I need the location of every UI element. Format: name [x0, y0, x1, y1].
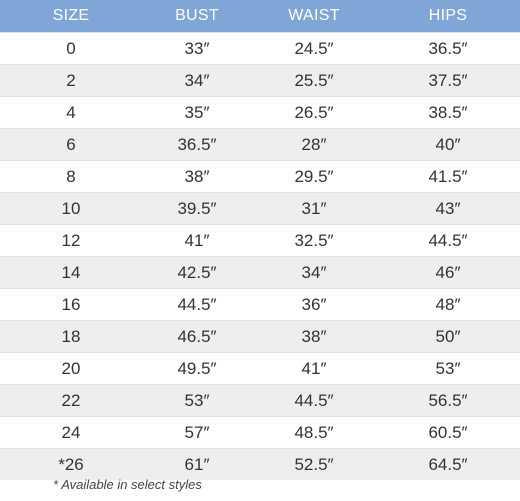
waist-cell: 24.5″ — [252, 32, 376, 65]
waist-cell: 34″ — [252, 256, 376, 289]
size-cell: 24 — [0, 416, 142, 449]
size-cell: 16 — [0, 288, 142, 321]
bust-cell: 36.5″ — [142, 128, 252, 161]
bust-cell: 35″ — [142, 96, 252, 129]
table-row: 2 34″ 25.5″ 37.5″ — [0, 64, 520, 97]
waist-cell: 25.5″ — [252, 64, 376, 97]
bust-cell: 41″ — [142, 224, 252, 257]
bust-cell: 44.5″ — [142, 288, 252, 321]
waist-cell: 38″ — [252, 320, 376, 353]
hips-cell: 56.5″ — [376, 384, 520, 417]
size-cell: 8 — [0, 160, 142, 193]
size-cell: 18 — [0, 320, 142, 353]
bust-cell: 33″ — [142, 32, 252, 65]
hips-cell: 46″ — [376, 256, 520, 289]
bust-cell: 39.5″ — [142, 192, 252, 225]
waist-cell: 36″ — [252, 288, 376, 321]
hips-cell: 60.5″ — [376, 416, 520, 449]
header-hips: HIPS — [376, 0, 520, 33]
waist-cell: 41″ — [252, 352, 376, 385]
table-row: 8 38″ 29.5″ 41.5″ — [0, 160, 520, 193]
hips-cell: 53″ — [376, 352, 520, 385]
waist-cell: 29.5″ — [252, 160, 376, 193]
hips-cell: 43″ — [376, 192, 520, 225]
table-row: 22 53″ 44.5″ 56.5″ — [0, 384, 520, 417]
waist-cell: 44.5″ — [252, 384, 376, 417]
table-row: 20 49.5″ 41″ 53″ — [0, 352, 520, 385]
hips-cell: 64.5″ — [376, 448, 520, 480]
bust-cell: 57″ — [142, 416, 252, 449]
size-cell: 14 — [0, 256, 142, 289]
size-cell: *26 — [0, 448, 142, 480]
waist-cell: 26.5″ — [252, 96, 376, 129]
table-row: 6 36.5″ 28″ 40″ — [0, 128, 520, 161]
table-row: 0 33″ 24.5″ 36.5″ — [0, 32, 520, 65]
header-waist: WAIST — [252, 0, 376, 33]
hips-cell: 50″ — [376, 320, 520, 353]
size-cell: 6 — [0, 128, 142, 161]
size-cell: 2 — [0, 64, 142, 97]
table-row: 10 39.5″ 31″ 43″ — [0, 192, 520, 225]
table-row: 4 35″ 26.5″ 38.5″ — [0, 96, 520, 129]
waist-cell: 32.5″ — [252, 224, 376, 257]
size-cell: 22 — [0, 384, 142, 417]
table-row: 16 44.5″ 36″ 48″ — [0, 288, 520, 321]
table-row: 12 41″ 32.5″ 44.5″ — [0, 224, 520, 257]
size-cell: 10 — [0, 192, 142, 225]
header-size: SIZE — [0, 0, 142, 33]
bust-cell: 53″ — [142, 384, 252, 417]
hips-cell: 37.5″ — [376, 64, 520, 97]
bust-cell: 34″ — [142, 64, 252, 97]
table-row: 18 46.5″ 38″ 50″ — [0, 320, 520, 353]
footnote: * Available in select styles — [53, 477, 202, 492]
size-cell: 4 — [0, 96, 142, 129]
table-row: 14 42.5″ 34″ 46″ — [0, 256, 520, 289]
bust-cell: 42.5″ — [142, 256, 252, 289]
waist-cell: 28″ — [252, 128, 376, 161]
hips-cell: 44.5″ — [376, 224, 520, 257]
waist-cell: 48.5″ — [252, 416, 376, 449]
bust-cell: 61″ — [142, 448, 252, 480]
size-cell: 0 — [0, 32, 142, 65]
size-cell: 20 — [0, 352, 142, 385]
waist-cell: 31″ — [252, 192, 376, 225]
hips-cell: 48″ — [376, 288, 520, 321]
waist-cell: 52.5″ — [252, 448, 376, 480]
header-row: SIZE BUST WAIST HIPS — [0, 0, 520, 33]
header-bust: BUST — [142, 0, 252, 33]
hips-cell: 38.5″ — [376, 96, 520, 129]
hips-cell: 36.5″ — [376, 32, 520, 65]
hips-cell: 41.5″ — [376, 160, 520, 193]
bust-cell: 49.5″ — [142, 352, 252, 385]
table-row: 24 57″ 48.5″ 60.5″ — [0, 416, 520, 449]
table-row: *26 61″ 52.5″ 64.5″ — [0, 448, 520, 480]
bust-cell: 46.5″ — [142, 320, 252, 353]
size-table: SIZE BUST WAIST HIPS 0 33″ 24.5″ 36.5″ 2… — [0, 0, 520, 480]
bust-cell: 38″ — [142, 160, 252, 193]
hips-cell: 40″ — [376, 128, 520, 161]
size-cell: 12 — [0, 224, 142, 257]
